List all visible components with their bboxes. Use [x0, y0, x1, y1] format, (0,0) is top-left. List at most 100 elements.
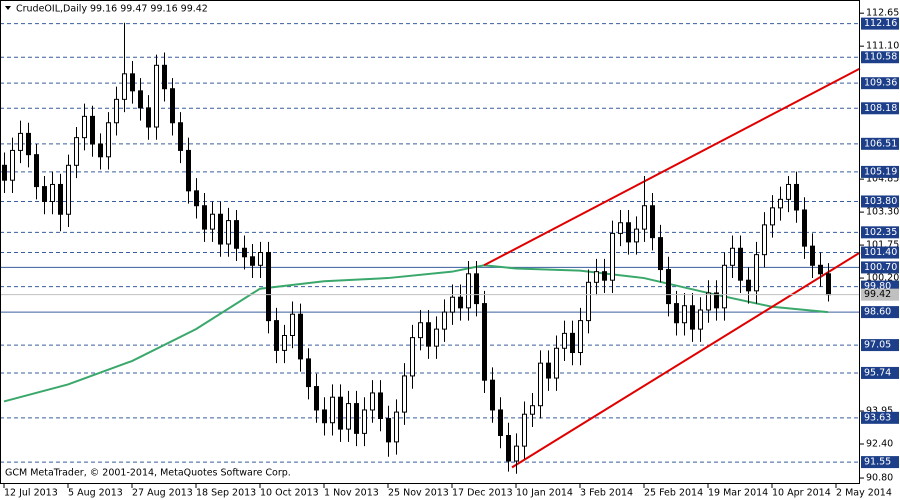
candle-body	[706, 292, 711, 311]
level-label-box	[861, 306, 899, 319]
candle-body	[682, 305, 687, 324]
candle-body	[530, 405, 535, 415]
candle-body	[810, 245, 815, 266]
candle-body	[386, 417, 391, 443]
candle-body	[346, 403, 351, 430]
candle-body	[354, 403, 359, 434]
x-tick-label: 10 Apr 2014	[772, 488, 831, 499]
candle-body	[514, 445, 519, 462]
level-label-box	[861, 366, 899, 379]
trendline	[511, 251, 861, 469]
candle-body	[618, 222, 623, 234]
candle-body	[474, 273, 479, 305]
candle-body	[178, 122, 183, 151]
candle-body	[290, 313, 295, 337]
level-label: 110.58	[864, 52, 897, 63]
footer: GCM MetaTrader, © 2001-2014, MetaQuotes …	[5, 468, 291, 479]
candle-body	[242, 247, 247, 258]
candle-body	[730, 247, 735, 266]
level-label: 105.19	[864, 166, 897, 177]
candle-body	[394, 411, 399, 443]
level-label: 97.05	[864, 340, 891, 351]
level-label: 93.63	[864, 412, 891, 423]
level-label-box	[861, 77, 899, 90]
candle-body	[58, 183, 63, 215]
y-tick-label: 104.85	[866, 174, 899, 185]
candle-body	[282, 335, 287, 351]
candle-body	[186, 149, 191, 192]
level-label-box	[861, 456, 899, 469]
candle-body	[266, 252, 271, 322]
candle-body	[234, 220, 239, 249]
candle-body	[466, 273, 471, 309]
candle-body	[442, 311, 447, 330]
level-label-box	[861, 165, 899, 178]
candle-body	[90, 115, 95, 145]
candle-body	[562, 332, 567, 349]
candle-body	[602, 271, 607, 281]
candle-body	[818, 264, 823, 275]
candle-body	[322, 409, 327, 424]
candle-body	[538, 362, 543, 407]
candle-body	[82, 115, 87, 139]
candle-body	[10, 149, 15, 181]
candle-body	[42, 186, 47, 202]
candle-body	[258, 252, 263, 266]
candle-body	[2, 164, 7, 181]
candle-body	[18, 132, 23, 151]
x-tick-label: 3 Feb 2014	[580, 488, 633, 499]
candle-body	[554, 347, 559, 379]
candle-body	[218, 213, 223, 245]
candle-body	[170, 88, 175, 124]
candle-body	[434, 328, 439, 347]
candle-body	[770, 207, 775, 226]
candle-body	[522, 413, 527, 447]
level-label: 100.70	[864, 262, 897, 273]
candle-body	[570, 332, 575, 354]
candle-body	[714, 292, 719, 309]
plot-area	[0, 22, 861, 474]
candle-body	[26, 132, 31, 156]
candle-body	[106, 122, 111, 158]
y-tick-label: 111.10	[866, 41, 899, 52]
level-label-box	[861, 195, 899, 208]
level-label-box	[861, 17, 899, 30]
candle-body	[122, 73, 127, 100]
candle-body	[210, 213, 215, 230]
level-label: 109.36	[864, 78, 897, 89]
candle-body	[418, 322, 423, 339]
candle-body	[154, 64, 159, 128]
x-tick-label: 27 Aug 2013	[132, 488, 193, 499]
level-label: 112.16	[864, 18, 897, 29]
moving-average	[3, 264, 829, 403]
candle-body	[426, 322, 431, 347]
candle-body	[98, 143, 103, 158]
x-tick-label: 17 Dec 2013	[452, 488, 513, 499]
menu-triangle[interactable]	[5, 6, 11, 10]
x-tick-label: 1 Nov 2013	[324, 488, 379, 499]
candle-body	[378, 392, 383, 419]
candle-body	[754, 254, 759, 292]
candle-body	[370, 392, 375, 411]
candle-body	[162, 64, 167, 90]
x-tick-label: 2 May 2014	[836, 488, 892, 499]
candle-body	[450, 296, 455, 313]
candle-body	[674, 303, 679, 324]
candle-body	[410, 337, 415, 377]
y-tick-label: 103.30	[866, 207, 899, 218]
candle-body	[338, 396, 343, 430]
candle-body	[698, 309, 703, 330]
y-tick-label: 93.95	[866, 406, 893, 417]
level-label: 106.51	[864, 138, 897, 149]
level-label-box	[861, 51, 899, 64]
x-tick-label: 18 Sep 2013	[196, 488, 256, 499]
candle-body	[746, 279, 751, 292]
candle-body	[226, 220, 231, 245]
candle-body	[114, 98, 119, 124]
level-label: 103.80	[864, 196, 897, 207]
candle-body	[586, 281, 591, 322]
candle-body	[610, 232, 615, 281]
candle-body	[666, 269, 671, 305]
candle-body	[722, 264, 727, 309]
